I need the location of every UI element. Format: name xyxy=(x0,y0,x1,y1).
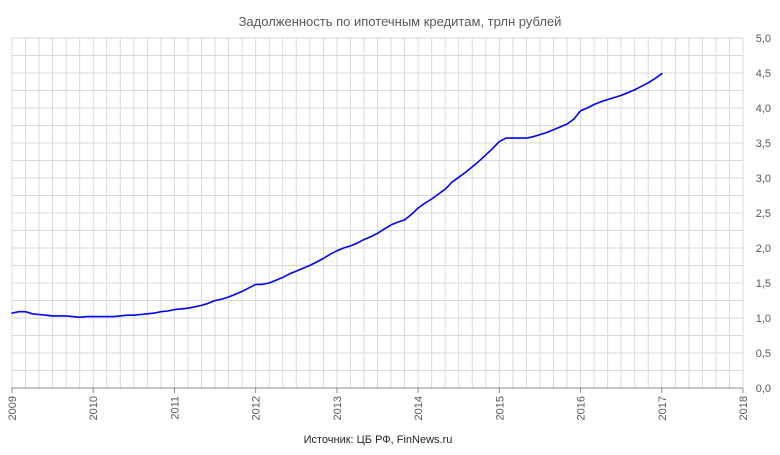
y-tick-label: 4,0 xyxy=(756,103,771,115)
series-line xyxy=(11,72,663,319)
x-tick-label: 2013 xyxy=(332,396,344,420)
y-tick-label: 0,0 xyxy=(756,383,771,395)
y-tick-label: 0,5 xyxy=(756,348,771,360)
y-tick-label: 1,0 xyxy=(756,313,771,325)
series-group xyxy=(11,72,663,319)
x-tick-label: 2018 xyxy=(738,396,750,420)
y-tick-label: 5,0 xyxy=(756,33,771,45)
x-tick-label: 2010 xyxy=(88,396,100,420)
x-tick-label: 2015 xyxy=(494,396,506,420)
y-tick-label: 2,5 xyxy=(756,208,771,220)
chart-source: Источник: ЦБ РФ, FinNews.ru xyxy=(304,434,453,446)
x-tick-label: 2009 xyxy=(7,396,19,420)
y-tick-label: 2,0 xyxy=(756,243,771,255)
y-tick-label: 3,0 xyxy=(756,173,771,185)
grid xyxy=(12,37,743,388)
x-tick-label: 2017 xyxy=(657,396,669,420)
x-tick-label: 2014 xyxy=(413,396,425,420)
axes xyxy=(11,37,744,393)
chart-title: Задолженность по ипотечным кредитам, трл… xyxy=(239,14,562,29)
y-tick-label: 1,5 xyxy=(756,278,771,290)
y-tick-labels: 0,0 0,5 1,0 1,5 2,0 2,5 3,0 3,5 4,0 4,5 5,0 xyxy=(756,33,771,395)
y-tick-label: 4,5 xyxy=(756,68,771,80)
x-tick-labels: 2009 2010 2011 2012 2013 2014 2015 2016 2017 2018 xyxy=(7,396,750,420)
x-tick-label: 2012 xyxy=(251,396,263,420)
x-tick-label: 2016 xyxy=(576,396,588,420)
y-tick-label: 3,5 xyxy=(756,138,771,150)
x-tick-label: 2011 xyxy=(169,396,181,420)
